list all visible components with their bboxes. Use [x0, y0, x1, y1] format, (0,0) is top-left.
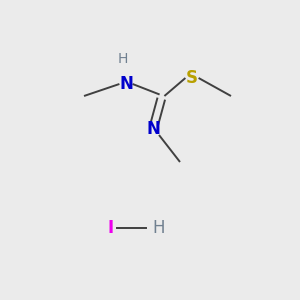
Text: H: H: [118, 52, 128, 66]
Text: N: N: [146, 120, 160, 138]
Text: I: I: [108, 219, 114, 237]
Text: S: S: [186, 69, 198, 87]
Text: N: N: [119, 75, 133, 93]
Text: H: H: [153, 219, 165, 237]
